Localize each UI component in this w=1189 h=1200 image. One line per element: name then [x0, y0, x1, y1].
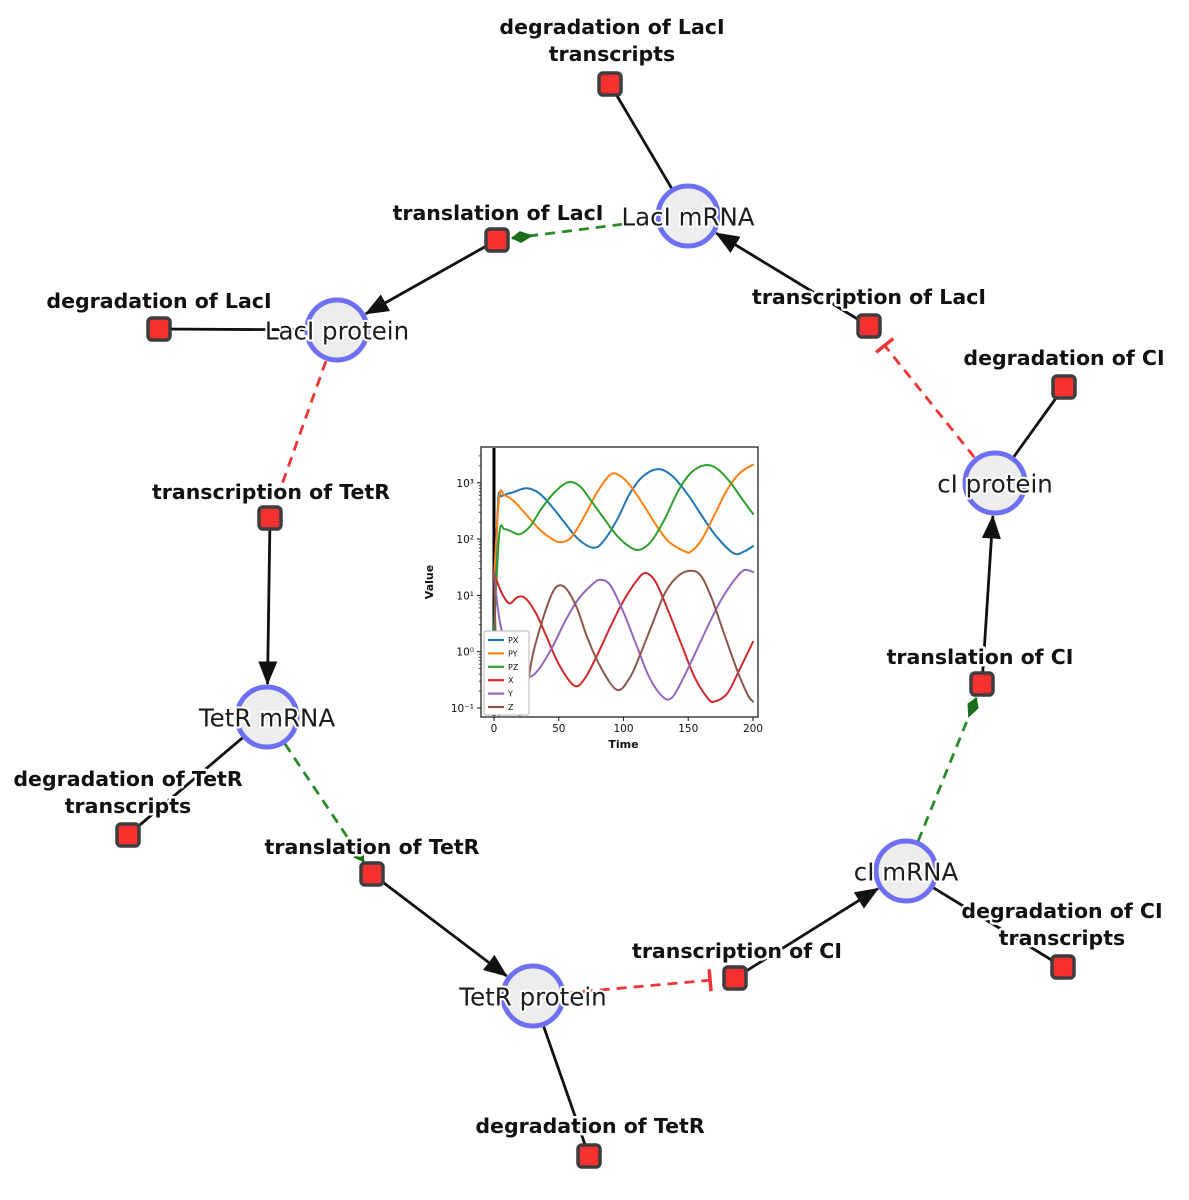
reaction-label-deg_laci_tx-line1: degradation of LacI — [499, 15, 724, 39]
edge-inhibition — [883, 344, 976, 459]
chart-legend: PX PY PZ XYZ — [483, 630, 530, 716]
reaction-label-transcription_laci: transcription of LacI — [752, 285, 986, 309]
node-layer — [115, 71, 1077, 1169]
edge-production — [258, 517, 278, 686]
reaction-node-translation_ci[interactable] — [969, 671, 995, 697]
y-tick-label: 10² — [456, 534, 474, 546]
legend-label-X: X — [508, 676, 514, 685]
species-node-ci_protein[interactable] — [962, 450, 1028, 516]
species-node-laci_protein[interactable] — [304, 297, 370, 363]
reaction-label-deg_tetr_tx-line2: transcripts — [65, 794, 192, 818]
reaction-node-deg_tetr_tx[interactable] — [115, 822, 141, 848]
chart-layer: 0 50 100 150 20010⁻¹10⁰10¹10²10³TimeValuePXP… — [423, 446, 763, 751]
species-node-ci_mrna[interactable] — [873, 838, 939, 904]
chart-series-group — [493, 463, 754, 716]
edge-modifier — [283, 742, 365, 863]
edge-production — [371, 872, 508, 978]
edge-consumption — [930, 885, 1064, 969]
legend-label-PX: PX — [508, 636, 519, 645]
species-label-tetr_protein: TetR protein — [458, 983, 606, 1012]
legend-box — [483, 630, 530, 716]
reaction-node-deg_laci_tx[interactable] — [597, 71, 623, 97]
x-axis-title: Time — [608, 738, 638, 751]
reaction-node-deg_ci_tx[interactable] — [1050, 954, 1076, 980]
y-tick-label: 10¹ — [456, 590, 474, 602]
series-line-X — [493, 572, 754, 703]
species-label-laci_protein: LacI protein — [265, 317, 409, 346]
y-tick-label: 10³ — [456, 478, 474, 490]
species-label-ci_mrna: cI mRNA — [854, 858, 959, 887]
x-tick-label: 100 — [613, 723, 633, 735]
species-node-laci_mrna[interactable] — [655, 183, 721, 249]
series-line-PZ — [493, 463, 754, 636]
series-line-Z — [493, 569, 754, 716]
x-tick-label: 0 — [491, 723, 498, 735]
reaction-node-translation_laci[interactable] — [484, 227, 510, 253]
inhibition-tbar — [707, 969, 713, 992]
reaction-label-deg_laci: degradation of LacI — [46, 289, 271, 313]
edge-consumption — [608, 83, 674, 191]
reaction-label-deg_laci_tx-line2: transcripts — [549, 42, 676, 66]
reaction-label-transcription_tetr: transcription of TetR — [152, 480, 390, 504]
label-layer: LacI mRNA LacI protein TetR mRNA TetR prote… — [11, 13, 1167, 1141]
legend-label-Z: Z — [508, 703, 514, 712]
inhibition-tbar — [874, 337, 895, 354]
reaction-node-transcription_laci[interactable] — [856, 313, 882, 339]
species-label-laci_mrna: LacI mRNA — [621, 203, 754, 232]
reaction-label-transcription_ci: transcription of CI — [632, 939, 842, 963]
edge-layer — [127, 83, 1066, 1157]
y-tick-label: 10⁰ — [456, 647, 474, 659]
edge-inhibition — [565, 978, 711, 995]
reaction-label-deg_tetr_tx-line1: degradation of TetR — [13, 767, 242, 791]
edge-consumption — [541, 1023, 591, 1157]
reaction-node-transcription_ci[interactable] — [722, 965, 748, 991]
species-node-tetr_protein[interactable] — [500, 963, 566, 1029]
series-line-PY — [493, 463, 754, 580]
x-tick-label: 50 — [552, 723, 565, 735]
reaction-label-deg_tetr: degradation of TetR — [475, 1114, 704, 1138]
legend-label-Y: Y — [507, 690, 513, 699]
reaction-label-translation_tetr: translation of TetR — [265, 835, 480, 859]
reaction-node-transcription_tetr[interactable] — [257, 505, 283, 531]
edge-modifier — [511, 218, 657, 244]
reaction-node-deg_tetr[interactable] — [576, 1143, 602, 1169]
x-tick-label: 200 — [743, 723, 763, 735]
edge-consumption — [158, 327, 308, 332]
reaction-node-deg_laci[interactable] — [146, 316, 172, 342]
y-tick-label: 10⁻¹ — [451, 703, 474, 715]
edge-production — [734, 887, 880, 980]
species-node-tetr_mrna[interactable] — [234, 684, 300, 750]
x-tick-label: 150 — [678, 723, 698, 735]
reaction-label-deg_ci_tx-line2: transcripts — [999, 926, 1126, 950]
reaction-label-deg_ci_tx-line1: degradation of CI — [961, 899, 1162, 923]
reaction-label-deg_ci: degradation of CI — [963, 346, 1164, 370]
edge-consumption — [127, 735, 246, 837]
legend-label-PZ: PZ — [508, 663, 519, 672]
reaction-label-translation_ci: translation of CI — [887, 645, 1074, 669]
edge-production — [715, 231, 870, 328]
species-label-tetr_mrna: TetR mRNA — [198, 704, 336, 733]
reaction-node-deg_ci[interactable] — [1051, 374, 1077, 400]
inhibition-tbar — [267, 489, 290, 500]
edge-inhibition — [277, 360, 328, 495]
reaction-label-translation_laci: translation of LacI — [393, 201, 604, 225]
y-axis-title: Value — [423, 565, 436, 599]
reaction-node-translation_tetr[interactable] — [359, 861, 385, 887]
edge-production — [980, 514, 1001, 685]
edge-modifier — [916, 697, 979, 842]
legend-label-PY: PY — [508, 649, 518, 658]
species-label-ci_protein: cI protein — [937, 470, 1053, 499]
edge-production — [364, 238, 498, 316]
